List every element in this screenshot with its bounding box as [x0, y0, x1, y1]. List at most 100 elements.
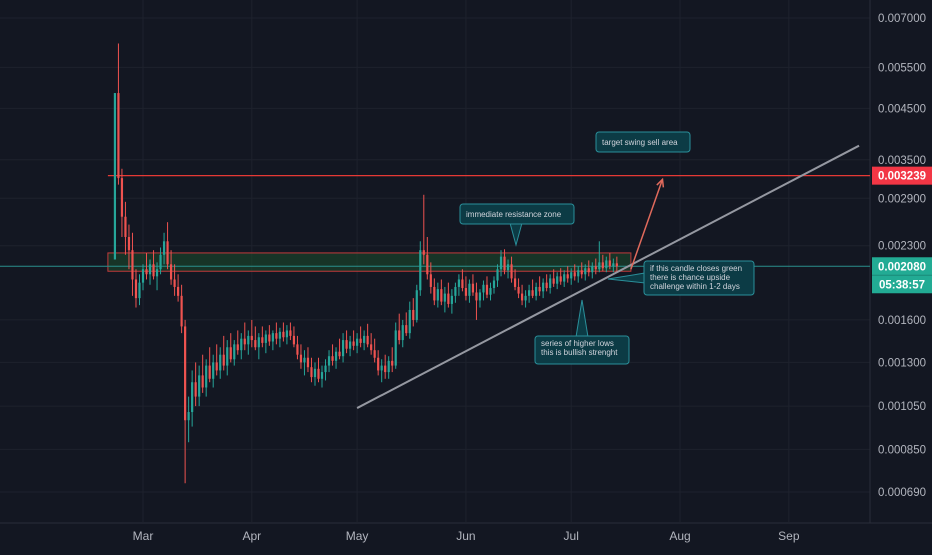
y-tick-label: 0.000690	[878, 487, 926, 499]
candle	[215, 344, 218, 376]
candle-body	[429, 274, 432, 287]
candle	[570, 268, 573, 285]
candle	[492, 276, 496, 294]
callout-box	[595, 131, 691, 153]
candle	[524, 290, 527, 308]
candle-body	[317, 368, 320, 379]
candle	[433, 278, 436, 306]
candle-body	[236, 344, 239, 351]
candle-body	[612, 263, 615, 267]
candle	[113, 93, 117, 260]
candle-body	[226, 347, 229, 366]
candle	[117, 43, 120, 185]
candle	[366, 323, 369, 348]
candle-body	[191, 382, 194, 413]
candle	[471, 274, 475, 296]
candle-body	[394, 330, 397, 366]
candle-body	[373, 350, 376, 358]
callout-text: this is bullish strenght	[541, 348, 618, 357]
candle	[289, 322, 292, 341]
candle-body	[194, 382, 197, 397]
candle-body	[320, 372, 324, 379]
candle	[377, 350, 380, 376]
candle	[464, 276, 468, 301]
candle-body	[542, 282, 545, 292]
candle-body	[591, 266, 594, 273]
candle	[542, 278, 545, 299]
candle	[313, 362, 317, 386]
candle	[296, 335, 299, 360]
candle	[243, 322, 246, 351]
candles	[113, 43, 618, 484]
candle	[549, 274, 552, 294]
candle	[208, 347, 211, 383]
candle-body	[127, 236, 131, 251]
candle-body	[187, 412, 190, 421]
candle-body	[212, 362, 215, 379]
candle	[391, 347, 394, 373]
callout-text: challenge within 1-2 days	[650, 282, 740, 291]
candle-body	[229, 347, 232, 360]
candle-body	[208, 365, 211, 379]
candle-body	[454, 286, 457, 296]
candle-body	[250, 335, 253, 341]
candle-body	[482, 284, 485, 293]
candle-body	[310, 367, 313, 378]
candle-body	[615, 263, 618, 267]
candle	[559, 268, 562, 285]
candle	[605, 256, 608, 273]
candle-body	[152, 264, 155, 277]
candle	[201, 354, 204, 393]
x-tick-label: Mar	[133, 529, 154, 543]
candle	[556, 272, 559, 290]
candle-body	[570, 272, 573, 279]
candle	[124, 201, 127, 255]
candle-body	[184, 326, 187, 421]
callouts: target swing sell area immediate resistan…	[459, 131, 755, 365]
candle	[155, 262, 159, 291]
candle	[422, 194, 425, 265]
candle	[489, 282, 492, 301]
candle-body	[124, 216, 127, 237]
candle	[394, 322, 397, 369]
callout-text: if this candle closes green	[650, 264, 742, 273]
candle-body	[422, 250, 425, 255]
candle-body	[415, 290, 418, 320]
callout-box	[459, 203, 575, 225]
candle	[352, 330, 355, 351]
candle-body	[299, 354, 303, 363]
callout-text: series of higher lows	[541, 339, 614, 348]
candle	[134, 269, 138, 308]
candle	[177, 274, 180, 302]
candle-body	[499, 256, 503, 270]
candle-body	[492, 280, 496, 289]
candle-body	[573, 272, 576, 277]
candle	[317, 357, 320, 383]
candle	[240, 333, 243, 360]
candle	[531, 279, 534, 299]
candle-body	[496, 269, 499, 281]
candle	[510, 256, 513, 283]
candle-body	[447, 293, 450, 304]
candle-body	[145, 269, 148, 275]
candle-body	[289, 330, 292, 336]
candle-body	[478, 292, 482, 301]
candle-body	[436, 289, 439, 301]
candle	[198, 365, 201, 407]
candle-body	[556, 276, 559, 284]
candle-body	[233, 344, 236, 360]
candle-body	[363, 335, 366, 343]
candle-body	[485, 284, 489, 295]
candle	[348, 335, 352, 357]
candle	[285, 325, 289, 345]
candle	[615, 256, 618, 272]
target-arrow	[630, 177, 665, 270]
x-tick-label: Sep	[778, 529, 800, 543]
candle-body	[380, 365, 383, 371]
candle	[292, 326, 296, 348]
candle-body	[219, 354, 222, 371]
candle-body	[205, 365, 208, 388]
candle	[236, 330, 239, 355]
